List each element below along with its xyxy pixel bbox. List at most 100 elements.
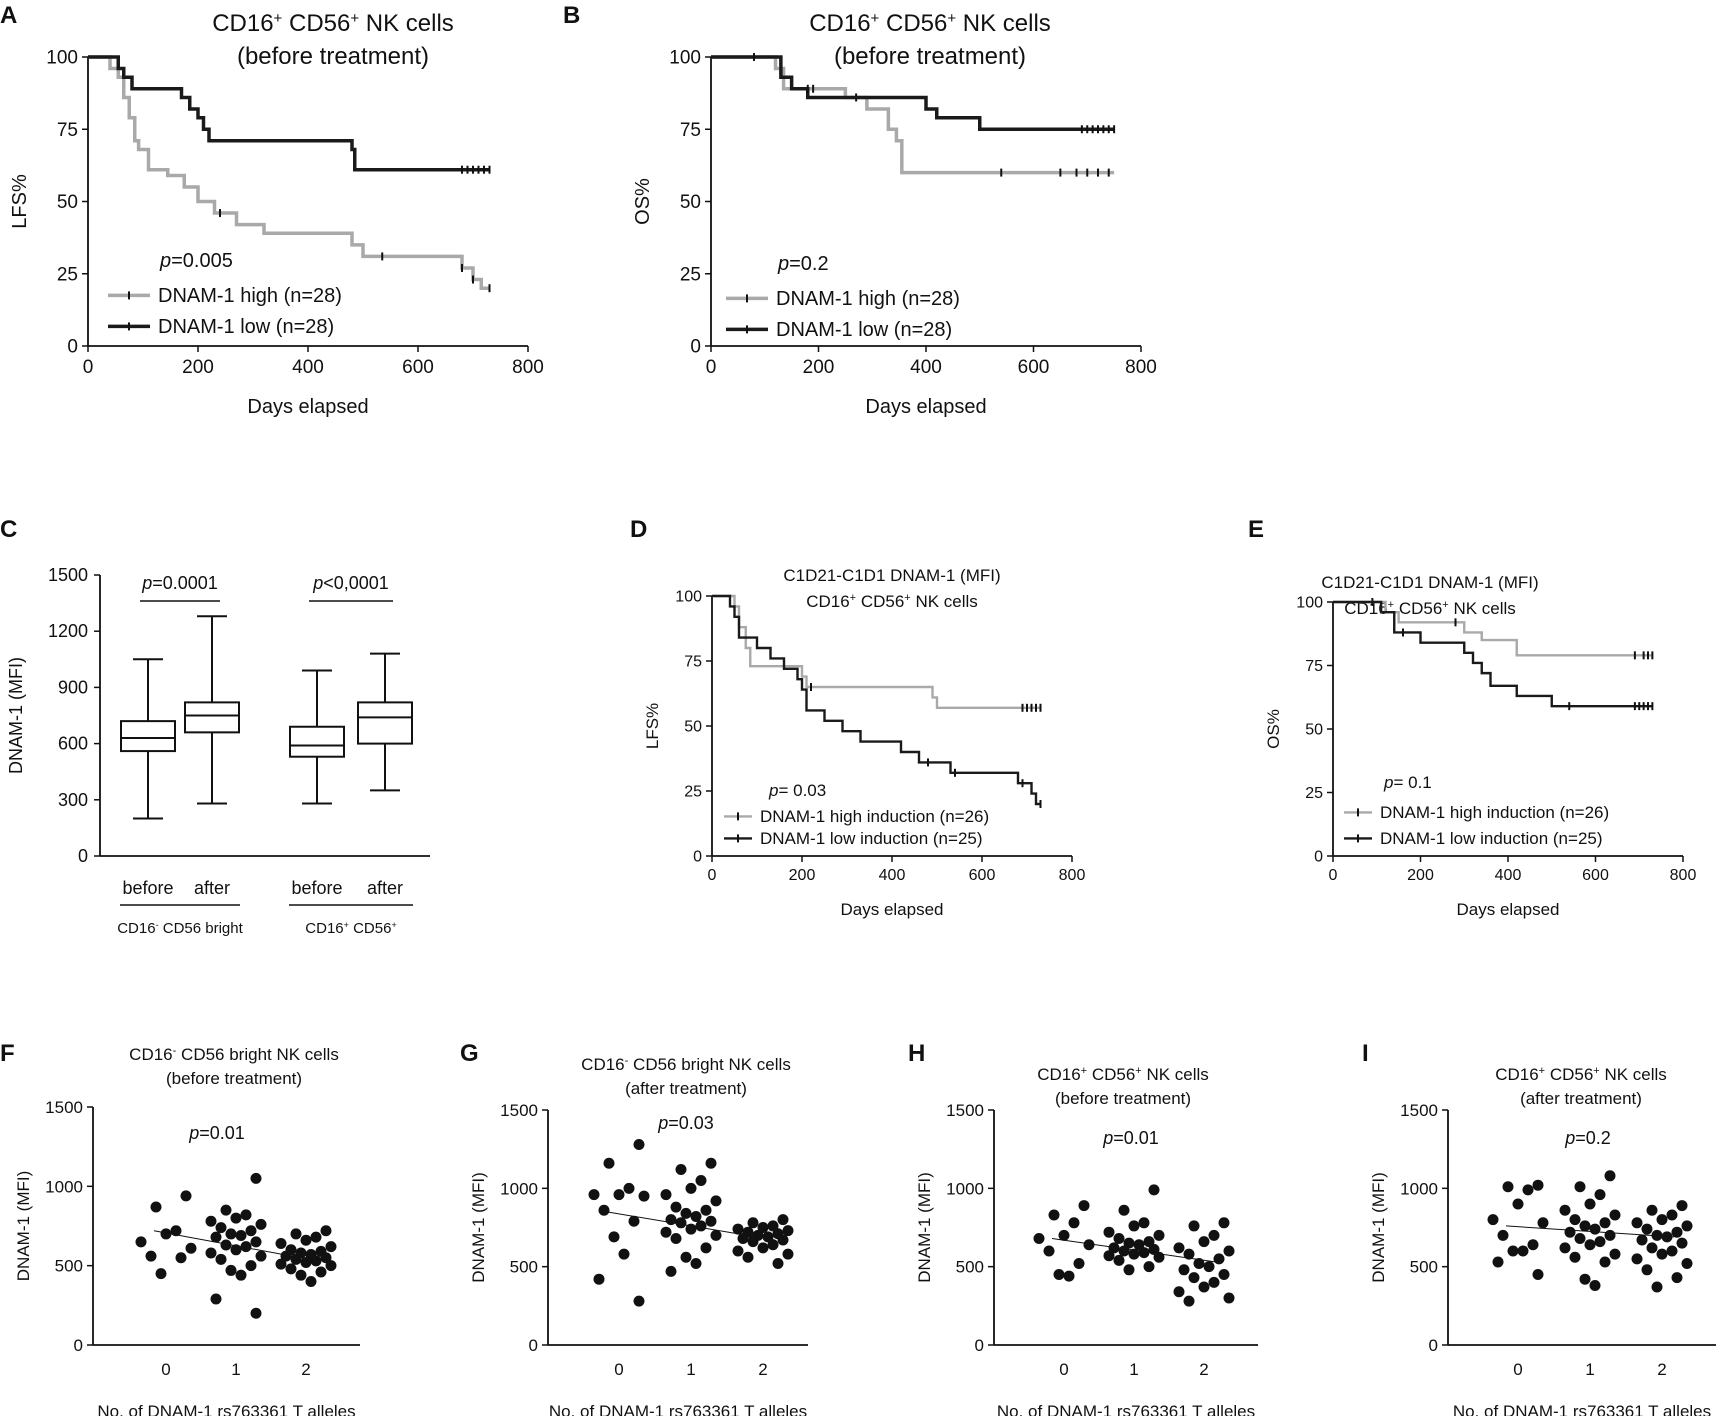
scatter-panel-H: CD16+ CD56+ NK cells (before treatment) 0 5… — [915, 1065, 1258, 1416]
scatter-point — [1671, 1226, 1683, 1238]
scatter-point — [1178, 1264, 1190, 1276]
y-tick-label: 900 — [58, 677, 88, 697]
scatter-point — [1656, 1214, 1668, 1226]
scatter-point — [1681, 1220, 1693, 1232]
scatter-point — [1609, 1248, 1621, 1260]
scatter-point — [1123, 1237, 1135, 1249]
chart-title-H: CD16+ CD56+ NK cells — [1037, 1065, 1209, 1084]
x-tick-label: 0 — [706, 357, 717, 378]
y-tick-label: 300 — [58, 790, 88, 810]
scatter-point — [1641, 1264, 1653, 1276]
scatter-point — [1532, 1269, 1544, 1280]
scatter-point — [1123, 1264, 1135, 1276]
p-value: p=0.2 — [777, 253, 829, 275]
panel-letter-f: F — [0, 1040, 15, 1067]
km-series-line-1 — [88, 55, 490, 172]
km-series-line-0 — [88, 55, 490, 290]
y-tick-label: 1000 — [946, 1179, 984, 1198]
chart-title-E: C1D21-C1D1 DNAM-1 (MFI) — [1321, 573, 1538, 592]
panel-letter-c: C — [0, 516, 18, 543]
scatter-point — [1128, 1248, 1140, 1260]
scatter-point — [1203, 1261, 1215, 1273]
scatter-point — [680, 1251, 692, 1263]
scatter-point — [240, 1209, 252, 1221]
scatter-point — [1043, 1245, 1055, 1257]
scatter-point — [613, 1189, 625, 1201]
scatter-point — [1113, 1254, 1125, 1266]
scatter-point — [160, 1228, 172, 1240]
scatter-point — [1487, 1214, 1499, 1226]
box-body — [289, 725, 345, 758]
scatter-point — [680, 1207, 692, 1219]
scatter-point — [1527, 1239, 1539, 1251]
scatter-point — [1198, 1236, 1210, 1248]
scatter-point — [732, 1223, 744, 1235]
scatter-point — [633, 1295, 645, 1307]
y-tick-label: 0 — [975, 1336, 984, 1355]
scatter-point — [1492, 1256, 1504, 1268]
scatter-point — [705, 1215, 717, 1227]
group-label: CD16+ CD56+ — [305, 920, 396, 937]
scatter-point — [1584, 1239, 1596, 1251]
scatter-point — [210, 1293, 222, 1305]
x-tick-label: 2 — [1657, 1360, 1666, 1379]
chart-title-F: (before treatment) — [166, 1069, 302, 1088]
scatter-point — [145, 1250, 157, 1262]
group-p-value: p=0.0001 — [141, 573, 218, 593]
scatter-point — [275, 1237, 287, 1249]
y-tick-label: 50 — [684, 719, 702, 736]
group-p-value: p<0,0001 — [312, 573, 389, 593]
scatter-point — [1033, 1232, 1045, 1244]
x-tick-label: 0 — [83, 357, 94, 378]
x-axis-label: Days elapsed — [247, 396, 368, 418]
box-body — [357, 701, 413, 745]
scatter-point — [628, 1215, 640, 1227]
scatter-point — [1517, 1245, 1529, 1257]
scatter-point — [1676, 1237, 1688, 1249]
scatter-point — [747, 1217, 759, 1229]
scatter-point — [588, 1189, 600, 1201]
scatter-point — [1188, 1220, 1200, 1232]
scatter-point — [1579, 1273, 1591, 1285]
panel-letter-i: I — [1362, 1040, 1369, 1067]
x-axis-label: Days elapsed — [840, 900, 943, 919]
y-axis-label: DNAM-1 (MFI) — [915, 1172, 934, 1282]
legend-entry: DNAM-1 high induction (n=26) — [1380, 803, 1609, 822]
legend-entry: DNAM-1 low (n=28) — [158, 316, 334, 338]
y-tick-label: 1000 — [500, 1179, 538, 1198]
scatter-point — [638, 1190, 650, 1202]
scatter-point — [710, 1229, 722, 1241]
legend-entry: DNAM-1 low induction (n=25) — [760, 829, 983, 848]
y-axis-label: DNAM-1 (MFI) — [1369, 1172, 1388, 1282]
scatter-point — [290, 1253, 302, 1265]
scatter-point — [695, 1175, 707, 1186]
chart-title-H: (before treatment) — [1055, 1089, 1191, 1108]
scatter-point — [1128, 1220, 1140, 1232]
scatter-point — [690, 1258, 702, 1270]
x-tick-label: 1 — [1129, 1360, 1138, 1379]
scatter-point — [665, 1265, 677, 1277]
y-axis-label: DNAM-1 (MFI) — [469, 1172, 488, 1282]
scatter-point — [1594, 1236, 1606, 1248]
scatter-point — [1153, 1229, 1165, 1241]
scatter-point — [250, 1172, 262, 1184]
x-tick-label: 1 — [1585, 1360, 1594, 1379]
scatter-point — [1173, 1242, 1185, 1254]
scatter-point — [230, 1244, 242, 1256]
scatter-point — [1103, 1250, 1115, 1262]
scatter-point — [772, 1258, 784, 1270]
scatter-point — [235, 1269, 247, 1281]
km-panel-A: CD16+ CD56+ NK cells (before treatment) 0 2… — [9, 10, 544, 419]
scatter-point — [1522, 1184, 1534, 1196]
scatter-point — [320, 1252, 332, 1264]
scatter-point — [685, 1182, 697, 1194]
scatter-point — [1118, 1204, 1130, 1216]
scatter-panel-F: CD16- CD56 bright NK cells (before treatm… — [14, 1045, 360, 1416]
scatter-point — [777, 1214, 789, 1226]
box-body — [120, 720, 176, 753]
scatter-point — [1213, 1253, 1225, 1265]
panel-letter-h: H — [908, 1040, 926, 1067]
y-tick-label: 0 — [1314, 849, 1323, 866]
y-tick-label: 50 — [57, 192, 78, 213]
scatter-panel-G: CD16- CD56 bright NK cells (after treatme… — [469, 1055, 808, 1416]
